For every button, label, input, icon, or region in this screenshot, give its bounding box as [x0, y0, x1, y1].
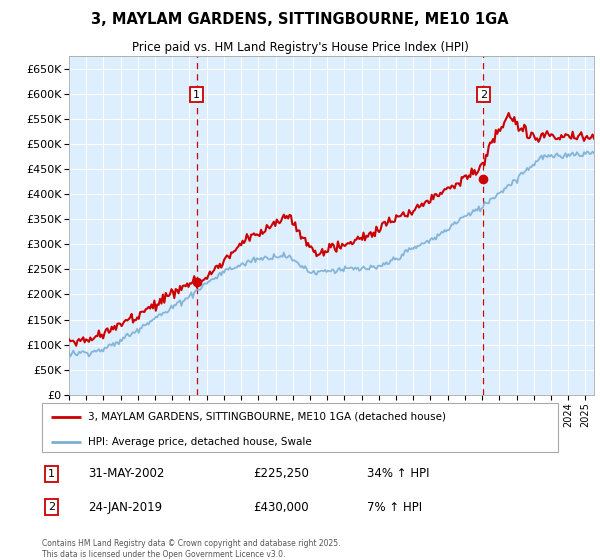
- Text: £225,250: £225,250: [254, 467, 310, 480]
- Text: £430,000: £430,000: [254, 501, 309, 514]
- Text: 2: 2: [48, 502, 55, 512]
- Text: 31-MAY-2002: 31-MAY-2002: [88, 467, 165, 480]
- Text: 1: 1: [48, 469, 55, 479]
- Text: HPI: Average price, detached house, Swale: HPI: Average price, detached house, Swal…: [88, 437, 312, 447]
- Text: 24-JAN-2019: 24-JAN-2019: [88, 501, 163, 514]
- Text: 1: 1: [193, 90, 200, 100]
- Text: 2: 2: [480, 90, 487, 100]
- Text: 3, MAYLAM GARDENS, SITTINGBOURNE, ME10 1GA (detached house): 3, MAYLAM GARDENS, SITTINGBOURNE, ME10 1…: [88, 412, 446, 422]
- Text: 7% ↑ HPI: 7% ↑ HPI: [367, 501, 422, 514]
- Text: Contains HM Land Registry data © Crown copyright and database right 2025.
This d: Contains HM Land Registry data © Crown c…: [42, 539, 341, 559]
- Text: 34% ↑ HPI: 34% ↑ HPI: [367, 467, 430, 480]
- Text: 3, MAYLAM GARDENS, SITTINGBOURNE, ME10 1GA: 3, MAYLAM GARDENS, SITTINGBOURNE, ME10 1…: [91, 12, 509, 27]
- Text: Price paid vs. HM Land Registry's House Price Index (HPI): Price paid vs. HM Land Registry's House …: [131, 41, 469, 54]
